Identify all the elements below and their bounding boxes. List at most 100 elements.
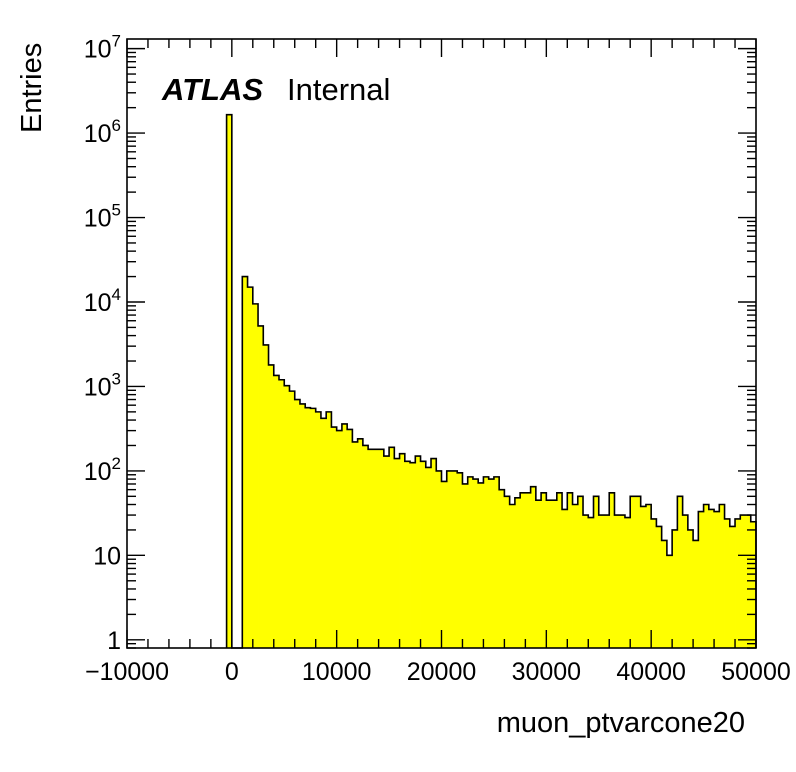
y-tick-label: 10 (93, 542, 121, 570)
histogram-bar (703, 504, 710, 648)
histogram-bars (226, 114, 757, 648)
histogram-bar (693, 540, 699, 648)
histogram-bar (352, 441, 359, 648)
histogram-bar (389, 447, 395, 648)
histogram-bar (273, 375, 280, 648)
histogram-bar (320, 418, 327, 648)
histogram-bar (362, 445, 369, 648)
histogram-bar (373, 449, 379, 648)
histogram-bar (247, 287, 254, 648)
histogram-bar (556, 492, 563, 648)
histogram-bar (326, 411, 332, 648)
histogram-bar (347, 429, 353, 648)
histogram-bar (383, 456, 390, 648)
histogram-bar (268, 364, 275, 648)
histogram-bar (593, 496, 600, 648)
histogram-bar (226, 114, 233, 648)
histogram-bar (656, 526, 663, 648)
histogram-bar (493, 476, 500, 648)
histogram-bar (577, 496, 584, 648)
histogram-bar (535, 500, 542, 648)
histogram-bar (336, 430, 343, 648)
histogram-bar (635, 496, 642, 648)
histogram-bar (614, 515, 621, 648)
histogram-bar (583, 515, 589, 648)
x-tick-label: −10000 (85, 658, 169, 686)
x-tick-label: 50000 (721, 658, 791, 686)
histogram-bar (431, 458, 437, 648)
histogram-bar (630, 496, 636, 648)
histogram-bar (378, 449, 385, 648)
y-tick-label: 107 (84, 32, 121, 64)
histogram-bar (331, 427, 338, 648)
histogram-bar (724, 518, 731, 648)
histogram-bar (750, 521, 757, 648)
histogram-bar (441, 481, 448, 648)
histogram-bar (504, 496, 511, 648)
histogram-bar (499, 489, 505, 648)
histogram-bar (368, 449, 374, 648)
histogram-bar (546, 500, 552, 648)
y-tick-label: 103 (84, 369, 121, 401)
histogram-bar (315, 411, 322, 648)
histogram-bar (677, 496, 684, 648)
histogram-bar (735, 518, 741, 648)
histogram-bar (588, 517, 594, 648)
histogram-bar (305, 407, 311, 648)
histogram-bar (687, 529, 694, 648)
histogram-bar (410, 462, 416, 648)
histogram-bar (719, 504, 725, 648)
histogram-bar (672, 529, 678, 648)
histogram-bar (541, 492, 547, 648)
histogram-bar (299, 403, 306, 648)
x-tick-label: 10000 (302, 658, 372, 686)
y-tick-label: 102 (84, 454, 121, 486)
histogram-bar (603, 515, 610, 648)
histogram-bar (310, 408, 317, 648)
histogram-bar (488, 479, 495, 648)
histogram-bar (258, 325, 264, 648)
y-axis-ticks (127, 47, 756, 649)
histogram-bar (404, 461, 411, 648)
x-axis-ticks (126, 39, 757, 648)
x-axis-title: muon_ptvarcone20 (497, 707, 745, 739)
histogram-bar (567, 492, 573, 648)
histogram-bar (399, 453, 406, 648)
histogram-bar (294, 399, 301, 648)
histogram-bar (472, 479, 479, 648)
histogram-bar (451, 470, 458, 648)
histogram-bar (740, 515, 746, 648)
histogram-bar (457, 472, 463, 648)
histogram-bar (425, 467, 432, 648)
histogram-bar (530, 486, 537, 648)
histogram-bar (729, 526, 736, 648)
histogram-bar (420, 461, 427, 648)
y-tick-labels: 1 10 102 103 104 105 106 107 (84, 32, 121, 655)
x-tick-label: 30000 (512, 658, 582, 686)
histogram-bar (357, 438, 364, 648)
x-tick-label: 0 (225, 658, 239, 686)
histogram-bar (252, 303, 259, 648)
histogram-outline (225, 113, 757, 649)
histogram-bar (415, 456, 421, 648)
histogram-bar (289, 391, 296, 648)
histogram-bar (661, 540, 668, 648)
histogram-bar (483, 476, 490, 648)
histogram-bar (698, 511, 704, 648)
histogram-bar (562, 509, 568, 648)
histogram-bar (284, 385, 290, 648)
histogram-bar (666, 555, 673, 648)
histogram-bar (525, 492, 532, 648)
histogram-bar (551, 500, 558, 648)
histogram-bar (714, 511, 720, 648)
histogram-bar (682, 515, 689, 648)
histogram-bar (619, 515, 626, 648)
histogram-bar (263, 344, 269, 648)
histogram-bar (478, 482, 484, 648)
histogram-bar (394, 458, 400, 648)
x-tick-labels: −10000 0 10000 20000 30000 40000 50000 (85, 658, 791, 686)
histogram-bar (446, 470, 453, 648)
histogram-bar (624, 517, 631, 648)
histogram-bar (462, 483, 469, 648)
histogram-bar (341, 423, 348, 648)
